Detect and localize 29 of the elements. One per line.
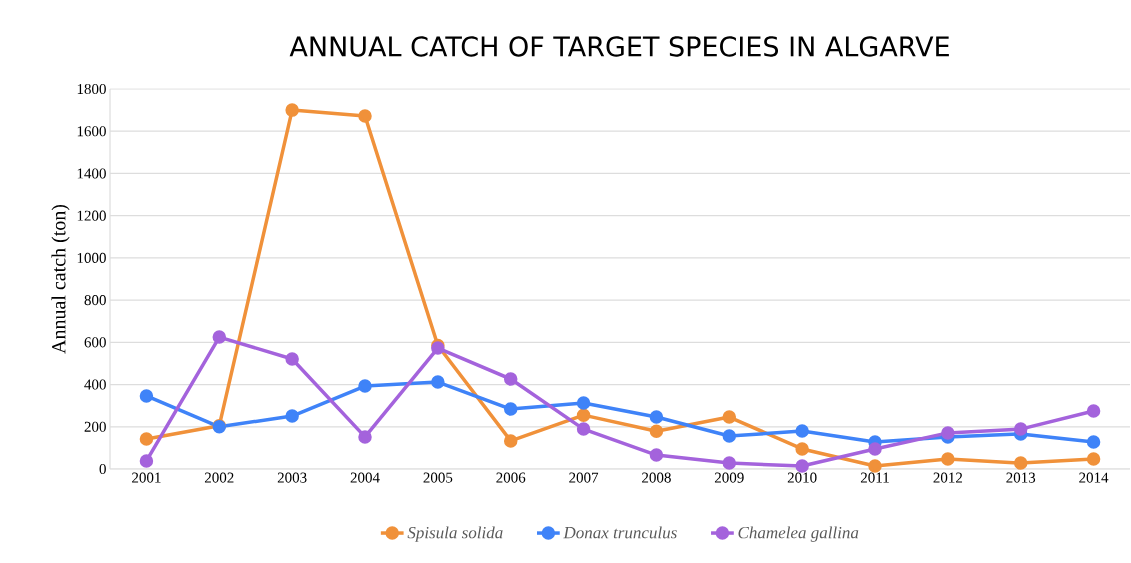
- legend-label: Donax trunculus: [563, 526, 677, 539]
- y-tick-label: 1200: [77, 210, 106, 221]
- x-tick-label: 2002: [204, 472, 234, 483]
- y-tick-label: 1000: [77, 252, 106, 263]
- x-tick-label: 2012: [933, 472, 963, 483]
- x-tick-label: 2013: [1006, 472, 1036, 483]
- chart-title: ANNUAL CATCH OF TARGET SPECIES IN ALGARVE: [289, 36, 949, 57]
- x-tick-label: 2006: [496, 472, 526, 483]
- y-tick-label: 1400: [77, 168, 106, 179]
- legend-label: Chamelea gallina: [738, 526, 859, 542]
- y-tick-label: 600: [84, 337, 106, 348]
- x-tick-label: 2008: [642, 472, 671, 483]
- y-axis-title: Annual catch (ton): [51, 204, 70, 354]
- y-tick-label: 0: [99, 463, 106, 475]
- x-tick-label: 2003: [277, 472, 307, 483]
- x-tick-label: 2004: [350, 472, 380, 483]
- x-tick-label: 2005: [423, 472, 453, 483]
- x-tick-label: 2014: [1079, 472, 1109, 483]
- y-tick-label: 400: [84, 379, 106, 390]
- x-tick-label: 2011: [860, 472, 889, 483]
- x-tick-label: 2001: [132, 472, 161, 483]
- x-tick-label: 2009: [714, 472, 744, 483]
- y-tick-label: 1800: [77, 83, 106, 95]
- y-tick-label: 1600: [77, 126, 106, 137]
- x-tick-label: 2010: [787, 472, 817, 483]
- legend-label: Spisula solida: [407, 526, 503, 542]
- x-tick-label: 2007: [569, 472, 599, 483]
- y-tick-label: 800: [84, 295, 106, 306]
- y-tick-label: 200: [84, 421, 106, 432]
